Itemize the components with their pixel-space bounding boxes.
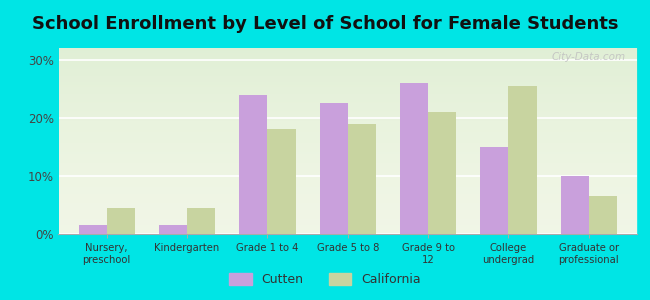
Bar bbox=[348, 124, 376, 234]
Bar bbox=[561, 176, 589, 234]
Bar bbox=[107, 208, 135, 234]
Bar bbox=[348, 124, 376, 234]
Bar bbox=[480, 147, 508, 234]
Bar bbox=[79, 225, 107, 234]
Bar bbox=[267, 129, 296, 234]
Bar bbox=[159, 225, 187, 234]
Bar bbox=[320, 103, 348, 234]
Text: City-Data.com: City-Data.com bbox=[551, 52, 625, 62]
Bar bbox=[239, 94, 267, 234]
Bar bbox=[159, 225, 187, 234]
Bar bbox=[428, 112, 456, 234]
Bar bbox=[589, 196, 617, 234]
Bar bbox=[589, 196, 617, 234]
Bar bbox=[400, 83, 428, 234]
Bar bbox=[320, 103, 348, 234]
Bar bbox=[480, 147, 508, 234]
Legend: Cutten, California: Cutten, California bbox=[224, 268, 426, 291]
Bar bbox=[508, 86, 536, 234]
Bar bbox=[267, 129, 296, 234]
Bar bbox=[239, 94, 267, 234]
Bar bbox=[187, 208, 215, 234]
Text: School Enrollment by Level of School for Female Students: School Enrollment by Level of School for… bbox=[32, 15, 618, 33]
Bar bbox=[561, 176, 589, 234]
Bar bbox=[428, 112, 456, 234]
Bar bbox=[187, 208, 215, 234]
Bar bbox=[107, 208, 135, 234]
Bar bbox=[508, 86, 536, 234]
Bar bbox=[79, 225, 107, 234]
Bar bbox=[400, 83, 428, 234]
